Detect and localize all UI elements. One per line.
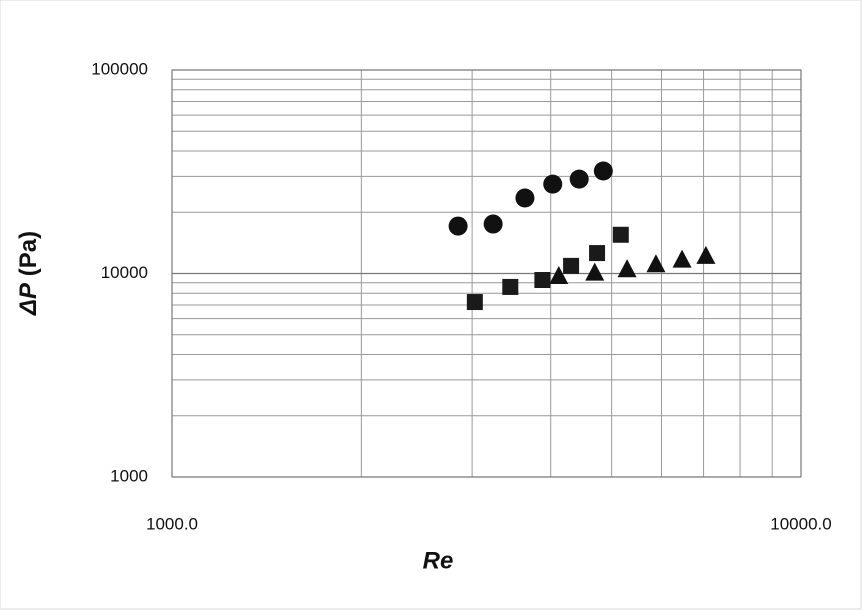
point	[543, 175, 562, 194]
point	[484, 215, 503, 234]
point	[449, 217, 468, 236]
point	[467, 294, 483, 310]
point	[502, 279, 518, 295]
chart: Re ΔP (Pa) 1000.0 10000.0 1000 10000 100000	[0, 0, 862, 610]
x-axis-label: Re	[423, 547, 454, 574]
y-tick-label: 100000	[91, 59, 148, 78]
point	[570, 170, 589, 189]
x-tick-label: 10000.0	[770, 514, 831, 533]
point	[563, 258, 579, 274]
point	[589, 245, 605, 261]
point	[534, 272, 550, 288]
point	[515, 188, 534, 207]
x-tick-label: 1000.0	[146, 514, 198, 533]
y-tick-label: 1000	[110, 466, 148, 485]
point	[613, 227, 629, 243]
y-axis-label-main: ΔP	[15, 282, 42, 316]
point	[594, 161, 613, 180]
y-axis-label: ΔP (Pa)	[15, 231, 42, 316]
y-tick-label: 10000	[101, 263, 148, 282]
y-axis-label-unit: (Pa)	[15, 231, 42, 276]
